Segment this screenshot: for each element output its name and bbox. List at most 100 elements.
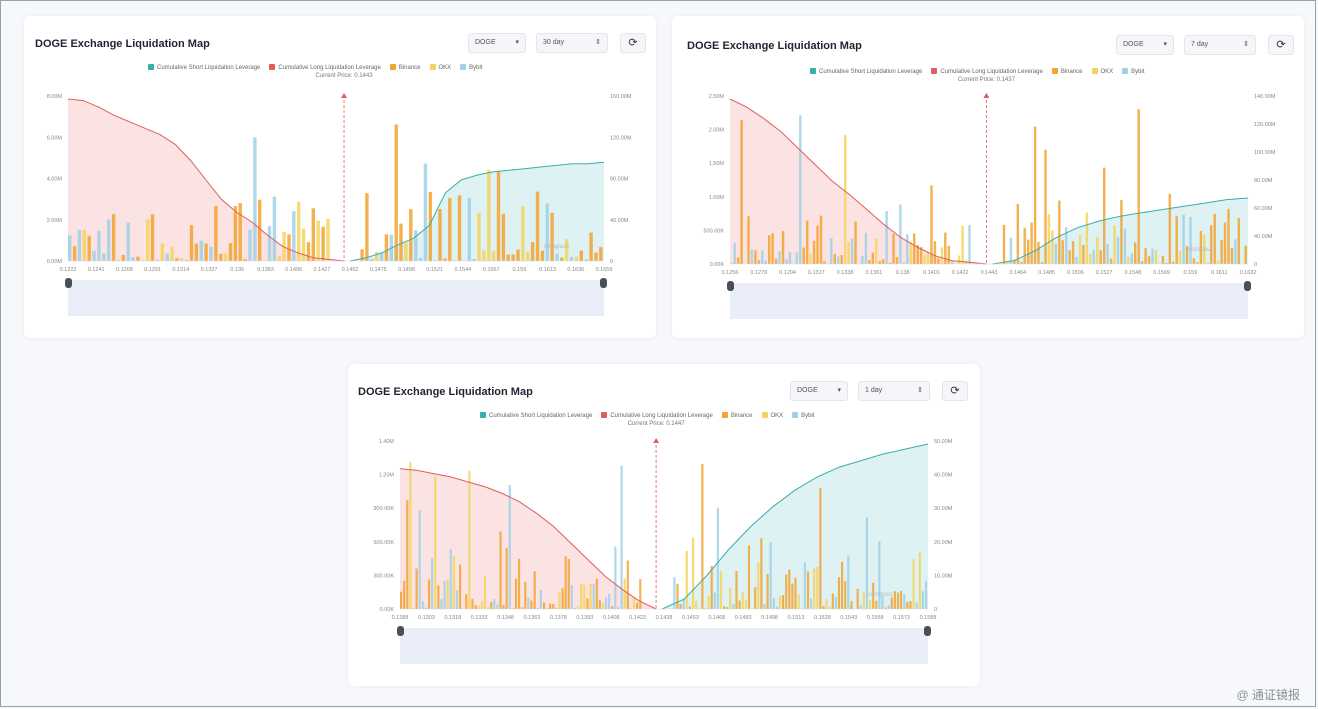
liquidation-bar[interactable] (482, 250, 486, 261)
liquidation-bar[interactable] (505, 548, 508, 609)
liquidation-bar[interactable] (926, 252, 930, 264)
liquidation-bar[interactable] (802, 247, 805, 265)
liquidation-bar[interactable] (580, 583, 583, 609)
liquidation-bar[interactable] (754, 587, 757, 609)
liquidation-bar[interactable] (501, 213, 506, 261)
liquidation-bar[interactable] (799, 115, 802, 264)
liquidation-bar[interactable] (116, 259, 121, 261)
liquidation-bar[interactable] (896, 592, 900, 610)
period-select[interactable]: 7 day ⇕ (1184, 35, 1256, 55)
liquidation-bar[interactable] (1210, 225, 1213, 264)
liquidation-bar[interactable] (692, 537, 695, 609)
liquidation-bar[interactable] (903, 594, 906, 609)
liquidation-bar[interactable] (1092, 249, 1096, 264)
liquidation-bar[interactable] (594, 252, 598, 261)
liquidation-bar[interactable] (555, 607, 558, 609)
liquidation-bar[interactable] (632, 598, 636, 609)
liquidation-bar[interactable] (716, 508, 719, 609)
liquidation-bar[interactable] (713, 592, 716, 609)
liquidation-bar[interactable] (490, 602, 493, 609)
symbol-select[interactable]: DOGE ▾ (790, 381, 848, 401)
liquidation-bar[interactable] (778, 251, 781, 264)
liquidation-bar[interactable] (732, 604, 735, 609)
legend-item[interactable]: Bybit (460, 64, 483, 71)
liquidation-bar[interactable] (1237, 218, 1241, 264)
liquidation-bar[interactable] (223, 253, 228, 261)
liquidation-bar[interactable] (944, 232, 947, 264)
liquidation-bar[interactable] (719, 571, 723, 609)
liquidation-bar[interactable] (175, 258, 179, 261)
liquidation-bar[interactable] (535, 191, 540, 261)
liquidation-bar[interactable] (561, 588, 564, 609)
slider-handle-right[interactable] (600, 278, 607, 288)
liquidation-bar[interactable] (766, 573, 769, 609)
liquidation-bar[interactable] (795, 252, 799, 264)
liquidation-bar[interactable] (806, 571, 810, 609)
liquidation-bar[interactable] (850, 601, 853, 609)
liquidation-bar[interactable] (884, 607, 887, 609)
liquidation-bar[interactable] (558, 592, 561, 609)
liquidation-bar[interactable] (794, 577, 797, 609)
liquidation-bar[interactable] (467, 197, 472, 261)
liquidation-bar[interactable] (837, 256, 840, 264)
liquidation-bar[interactable] (707, 595, 710, 609)
legend-item[interactable]: Cumulative Short Liquidation Leverage (480, 412, 592, 419)
liquidation-bar[interactable] (584, 259, 588, 261)
liquidation-bar[interactable] (102, 253, 106, 261)
liquidation-bar[interactable] (913, 233, 916, 264)
liquidation-bar[interactable] (194, 243, 199, 261)
liquidation-bar[interactable] (940, 247, 944, 264)
liquidation-bar[interactable] (277, 255, 281, 261)
liquidation-bar[interactable] (311, 208, 316, 261)
liquidation-bar[interactable] (774, 258, 778, 264)
liquidation-bar[interactable] (253, 137, 257, 261)
liquidation-bar[interactable] (521, 206, 525, 261)
liquidation-bar[interactable] (248, 229, 252, 261)
liquidation-bar[interactable] (496, 171, 501, 261)
liquidation-bar[interactable] (841, 561, 844, 609)
liquidation-bar[interactable] (180, 258, 184, 261)
liquidation-bar[interactable] (1016, 203, 1020, 264)
liquidation-bar[interactable] (306, 242, 311, 261)
liquidation-bar[interactable] (437, 585, 440, 609)
liquidation-bar[interactable] (769, 542, 772, 609)
liquidation-bar[interactable] (951, 261, 954, 264)
liquidation-bar[interactable] (906, 234, 909, 264)
liquidation-bar[interactable] (483, 576, 487, 609)
liquidation-bar[interactable] (370, 258, 374, 261)
liquidation-bar[interactable] (272, 196, 277, 261)
liquidation-bar[interactable] (813, 568, 816, 609)
liquidation-bar[interactable] (506, 254, 510, 262)
liquidation-bar[interactable] (837, 577, 841, 609)
liquidation-bar[interactable] (77, 229, 82, 261)
liquidation-bar[interactable] (577, 606, 580, 609)
liquidation-bar[interactable] (496, 604, 499, 609)
zoom-range-slider[interactable] (68, 280, 604, 316)
liquidation-bar[interactable] (819, 488, 822, 609)
liquidation-bar[interactable] (1234, 239, 1237, 264)
liquidation-bar[interactable] (68, 235, 72, 261)
liquidation-bar[interactable] (819, 215, 823, 264)
liquidation-bar[interactable] (415, 568, 418, 610)
period-select[interactable]: 1 day ⇕ (858, 381, 930, 401)
liquidation-bar[interactable] (459, 564, 462, 609)
liquidation-bar[interactable] (126, 222, 130, 261)
liquidation-bar[interactable] (881, 259, 885, 264)
liquidation-bar[interactable] (915, 602, 918, 609)
liquidation-bar[interactable] (750, 249, 754, 264)
liquidation-bar[interactable] (636, 602, 639, 609)
legend-item[interactable]: OKX (761, 412, 783, 419)
liquidation-bar[interactable] (1203, 234, 1206, 264)
liquidation-bar[interactable] (560, 257, 564, 261)
liquidation-bar[interactable] (1051, 230, 1054, 264)
liquidation-bar[interactable] (695, 600, 698, 609)
liquidation-bar[interactable] (761, 250, 764, 264)
liquidation-bar[interactable] (778, 596, 782, 609)
liquidation-bar[interactable] (872, 582, 875, 609)
liquidation-bar[interactable] (146, 219, 150, 261)
liquidation-bar[interactable] (791, 583, 794, 609)
liquidation-bar[interactable] (92, 250, 96, 261)
liquidation-bar[interactable] (1030, 222, 1033, 264)
legend-item[interactable]: Cumulative Long Liquidation Leverage (931, 68, 1043, 75)
liquidation-bar[interactable] (282, 231, 286, 261)
